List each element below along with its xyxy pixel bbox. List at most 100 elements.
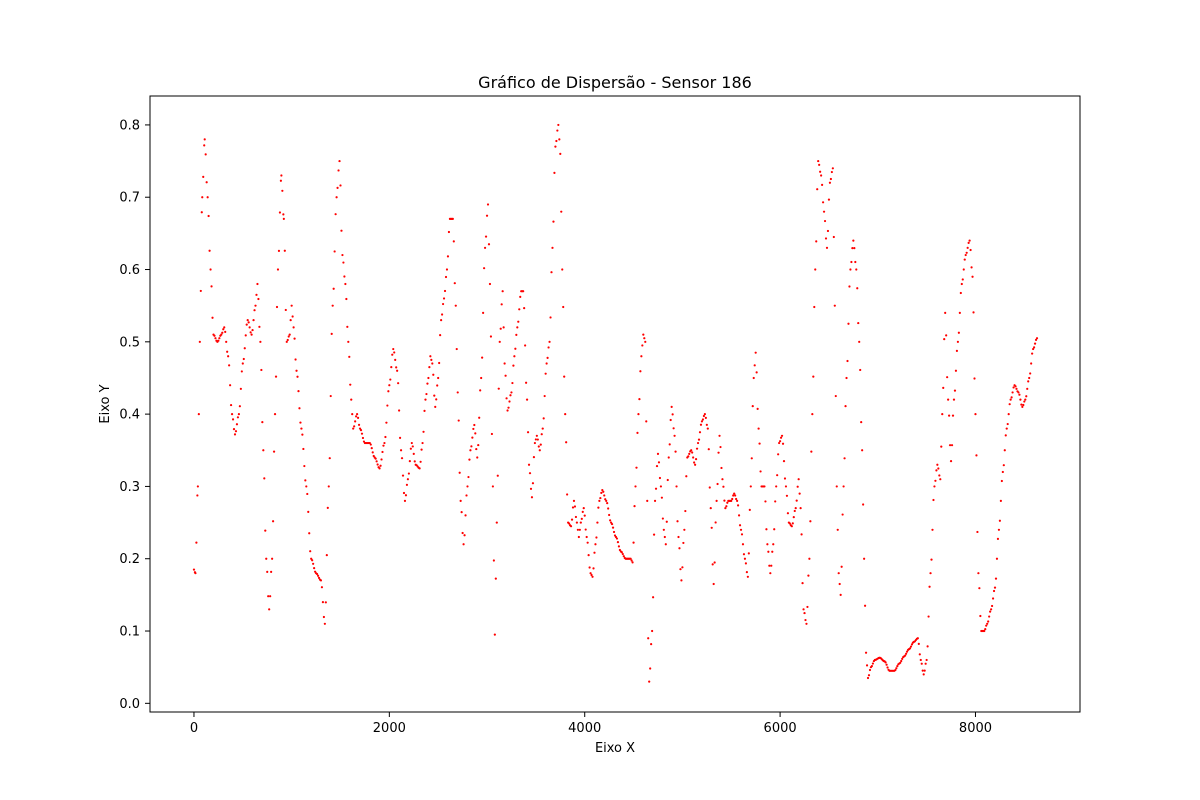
data-point (482, 311, 485, 314)
data-point (476, 456, 479, 459)
data-point (1030, 362, 1033, 365)
data-point (546, 356, 549, 359)
data-point (240, 370, 243, 373)
data-point (397, 382, 400, 385)
data-point (637, 413, 640, 416)
data-point (393, 351, 396, 354)
data-point (776, 474, 779, 477)
data-point (354, 420, 357, 423)
data-point (453, 282, 456, 285)
data-point (337, 169, 340, 172)
data-point (862, 503, 865, 506)
data-point (649, 667, 652, 670)
y-tick-label: 0.5 (119, 335, 140, 350)
data-point (840, 565, 843, 568)
data-point (271, 557, 274, 560)
data-point (361, 436, 365, 440)
data-point (711, 563, 714, 566)
data-point (1019, 398, 1022, 401)
data-point (754, 351, 757, 354)
data-point (534, 438, 537, 441)
data-point (969, 248, 972, 252)
data-point (655, 464, 659, 468)
data-point (682, 541, 685, 545)
data-point (607, 507, 610, 510)
data-point (491, 485, 494, 488)
data-point (748, 508, 751, 511)
x-axis-ticks: 0 2000 4000 6000 8000 (190, 712, 992, 736)
data-point (410, 441, 413, 445)
data-point (402, 491, 406, 495)
y-tick-label: 0.2 (119, 552, 140, 567)
data-point (340, 229, 343, 232)
data-point (860, 421, 863, 424)
data-point (936, 463, 939, 466)
data-point (283, 249, 286, 252)
data-point (271, 520, 275, 523)
data-point (374, 457, 377, 460)
data-point (371, 451, 374, 454)
data-point (273, 413, 277, 416)
data-point (709, 507, 712, 510)
data-point (484, 235, 488, 238)
data-point (838, 582, 841, 586)
data-point (735, 497, 738, 501)
data-point (304, 479, 307, 482)
data-point (298, 407, 301, 410)
data-point (638, 398, 641, 401)
data-point (197, 413, 200, 416)
data-point (853, 247, 856, 250)
data-point (921, 669, 924, 672)
data-point (440, 319, 443, 322)
data-point (209, 268, 212, 271)
data-point (203, 138, 206, 141)
data-point (581, 510, 584, 513)
data-point (942, 386, 945, 389)
data-point (206, 196, 209, 199)
chart-title: Gráfico de Dispersão - Sensor 186 (478, 73, 752, 92)
data-point (346, 325, 349, 328)
data-point (691, 451, 694, 454)
data-point (1034, 338, 1038, 341)
x-axis-label: Eixo X (595, 741, 635, 756)
data-point (360, 432, 364, 435)
data-point (288, 333, 291, 336)
data-point (543, 394, 546, 398)
data-point (455, 347, 458, 351)
data-point (531, 482, 535, 485)
data-point (659, 485, 663, 488)
data-point (825, 246, 829, 249)
data-point (854, 260, 857, 264)
data-point (896, 665, 899, 668)
data-point (245, 323, 248, 326)
data-point (990, 608, 993, 611)
data-point (693, 461, 696, 464)
data-point (593, 551, 596, 554)
data-point (736, 504, 740, 507)
data-point (572, 499, 576, 502)
data-point (345, 297, 348, 301)
data-point (553, 171, 556, 174)
data-point (497, 387, 500, 390)
data-point (427, 376, 430, 380)
data-point (420, 448, 423, 451)
data-point (788, 522, 791, 525)
data-point (279, 179, 282, 182)
data-point (268, 608, 271, 611)
data-point (639, 370, 642, 373)
data-point (833, 304, 836, 307)
data-point (378, 467, 381, 470)
data-point (651, 629, 654, 633)
x-tick-label: 6000 (764, 721, 797, 736)
data-point (445, 268, 449, 271)
data-point (551, 246, 554, 249)
data-point (250, 333, 253, 336)
data-point (955, 349, 959, 352)
data-point (231, 418, 235, 421)
data-point (698, 431, 702, 434)
data-point (706, 427, 709, 430)
data-point (196, 494, 199, 497)
data-point (433, 394, 436, 397)
data-point (797, 478, 800, 481)
data-point (473, 423, 476, 427)
